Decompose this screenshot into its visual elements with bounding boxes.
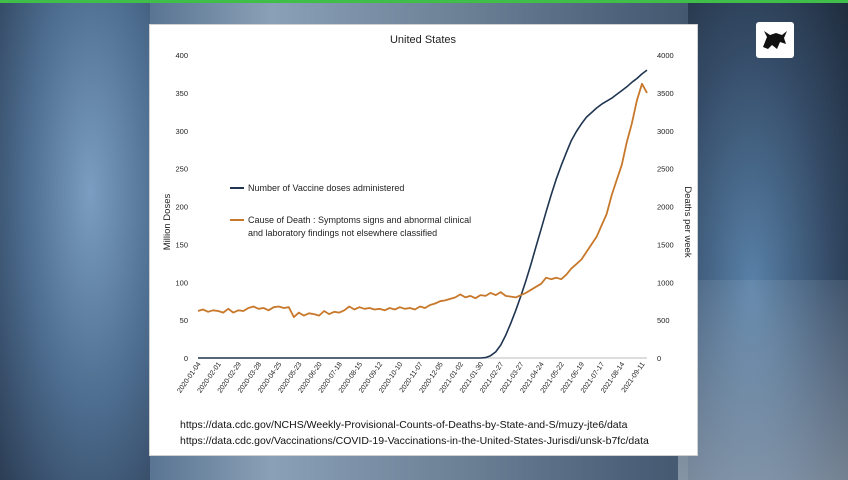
right-tick-label: 1000 [657, 278, 674, 287]
x-tick-labels: 2020-01-042020-02-012020-02-292020-03-28… [176, 361, 646, 394]
source-link-vaccinations[interactable]: https://data.cdc.gov/Vaccinations/COVID-… [180, 435, 649, 447]
chart-legend: Number of Vaccine doses administered Cau… [230, 183, 474, 238]
background-blur-left [0, 0, 150, 480]
left-tick-label: 200 [175, 203, 188, 212]
left-tick-label: 250 [175, 165, 188, 174]
left-axis-label: Million Doses [162, 194, 173, 251]
right-tick-label: 3500 [657, 89, 674, 98]
background-blur-right [688, 0, 848, 480]
source-links: https://data.cdc.gov/NCHS/Weekly-Provisi… [180, 417, 649, 449]
chart-series [197, 69, 648, 359]
left-tick-label: 350 [175, 89, 188, 98]
legend-label-vaccine: Number of Vaccine doses administered [248, 183, 404, 193]
left-tick-label: 50 [180, 316, 188, 325]
line-chart: United States 0 50 100 150 200 250 300 350 400 0… [162, 34, 693, 394]
legend-label-deaths: Cause of Death : Symptoms signs and abno… [248, 215, 474, 238]
vaccine-doses-line [198, 69, 648, 359]
right-tick-label: 0 [657, 354, 661, 363]
source-link-deaths[interactable]: https://data.cdc.gov/NCHS/Weekly-Provisi… [180, 419, 628, 431]
left-tick-label: 0 [184, 354, 188, 363]
background-floor [678, 280, 848, 480]
right-tick-label: 1500 [657, 240, 674, 249]
legend-label-deaths-line2: and laboratory findings not elsewhere cl… [248, 228, 437, 238]
chart-slide: United States 0 50 100 150 200 250 300 350 400 0… [150, 25, 697, 455]
right-tick-label: 500 [657, 316, 670, 325]
top-accent-line [0, 0, 848, 3]
chart-title: United States [390, 34, 457, 46]
left-tick-label: 300 [175, 127, 188, 136]
right-tick-label: 2000 [657, 203, 674, 212]
left-tick-label: 400 [175, 51, 188, 60]
right-tick-label: 4000 [657, 51, 674, 60]
right-axis-label: Deaths per week [682, 186, 693, 258]
left-tick-labels: 0 50 100 150 200 250 300 350 400 [175, 51, 188, 363]
left-tick-label: 150 [175, 240, 188, 249]
right-tick-label: 3000 [657, 127, 674, 136]
deaths-per-week-line [197, 82, 648, 318]
right-tick-labels: 0 500 1000 1500 2000 2500 3000 3500 4000 [657, 51, 674, 363]
legend-label-deaths-line1: Cause of Death : Symptoms signs and abno… [248, 215, 471, 225]
bull-logo-icon [756, 22, 794, 58]
right-tick-label: 2500 [657, 165, 674, 174]
left-tick-label: 100 [175, 278, 188, 287]
